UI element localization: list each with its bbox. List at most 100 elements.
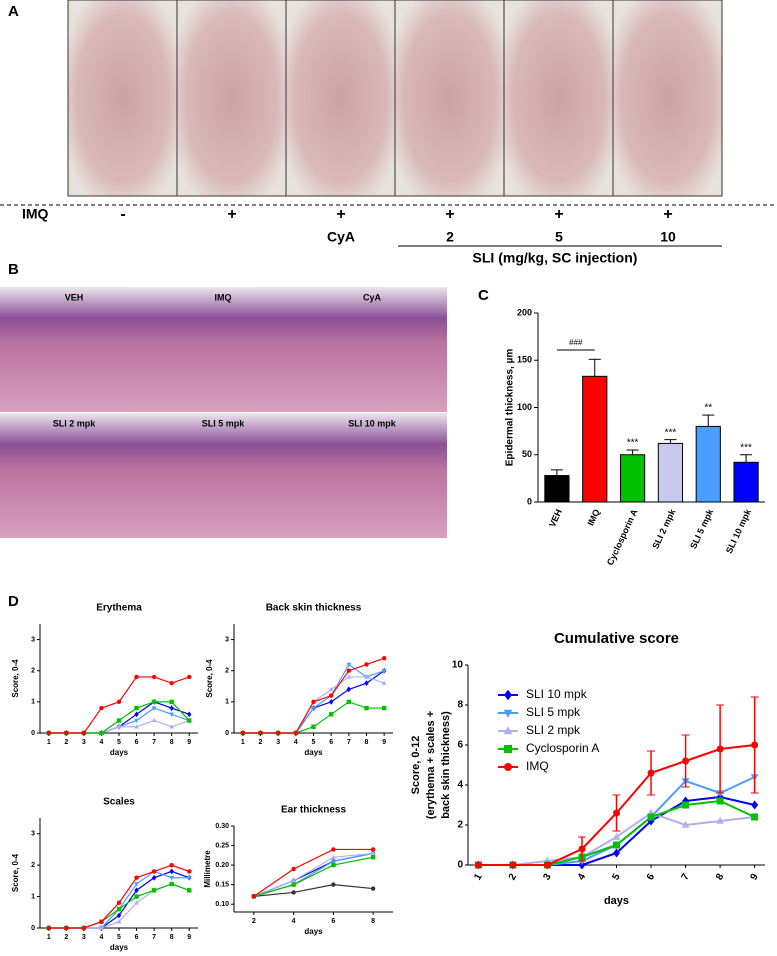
point — [682, 757, 690, 765]
photo — [285, 0, 396, 197]
point — [81, 730, 87, 736]
x-tick-label: 6 — [331, 918, 335, 925]
y-tick-label: 200 — [517, 307, 532, 317]
point — [240, 730, 246, 736]
row-label: IMQ — [22, 206, 49, 222]
point — [151, 699, 157, 705]
point — [187, 718, 192, 723]
point — [474, 861, 482, 869]
x-tick-label: 4 — [292, 918, 296, 925]
point — [370, 855, 376, 860]
point — [716, 745, 724, 753]
chart-title: Erythema — [96, 603, 142, 614]
point — [328, 693, 334, 698]
point — [134, 718, 139, 724]
point — [116, 724, 122, 729]
y-tick-label: 0.25 — [215, 842, 229, 849]
point — [169, 724, 175, 729]
histology-label: SLI 5 mpk — [202, 418, 246, 428]
point — [331, 847, 336, 852]
x-tick-label: Cyclosporin A — [605, 507, 640, 567]
x-tick-label: VEH — [547, 508, 564, 529]
point — [328, 698, 334, 705]
point — [328, 686, 334, 692]
point — [134, 894, 139, 899]
point — [134, 705, 139, 711]
point — [134, 900, 139, 905]
imq-sign: + — [336, 206, 345, 223]
point — [187, 888, 192, 893]
chart-title: Back skin thickness — [266, 603, 362, 614]
point — [682, 796, 690, 806]
point — [151, 706, 157, 711]
point — [64, 925, 69, 931]
point — [187, 711, 192, 718]
chart-title: Ear thickness — [281, 805, 346, 816]
x-tick-label: 3 — [276, 739, 280, 746]
histology-image — [0, 413, 149, 538]
imq-sign: + — [663, 206, 672, 223]
series-line — [242, 657, 385, 734]
x-axis-label: days — [604, 895, 629, 907]
x-axis-label: days — [304, 927, 323, 936]
point — [169, 881, 174, 887]
x-tick-label: SLI 2 mpk — [650, 507, 677, 551]
drug-label: 5 — [555, 229, 563, 245]
photo — [503, 0, 614, 197]
photo — [67, 0, 178, 197]
point — [99, 919, 104, 924]
y-tick-label: 2 — [31, 862, 35, 869]
y-tick-label: 0 — [457, 860, 463, 871]
point — [134, 887, 139, 894]
point — [134, 724, 139, 729]
x-tick-label: IMQ — [585, 508, 601, 528]
x-tick-label: 1 — [47, 934, 51, 941]
series-line — [253, 852, 374, 897]
y-tick-label: 4 — [457, 780, 463, 791]
point — [346, 674, 352, 679]
point — [99, 730, 104, 736]
legend-marker — [504, 763, 512, 771]
x-tick-label: 4 — [294, 739, 298, 746]
point — [151, 874, 157, 881]
x-tick-label: 3 — [82, 739, 86, 746]
x-axis-label: days — [304, 748, 323, 757]
histology-label: SLI 2 mpk — [53, 418, 97, 428]
x-tick-label: 4 — [99, 934, 103, 941]
point — [364, 680, 369, 687]
point — [346, 686, 352, 693]
point — [134, 875, 139, 880]
point — [169, 680, 174, 686]
point — [613, 848, 620, 858]
bar — [582, 375, 608, 503]
legend-label: SLI 2 mpk — [526, 723, 581, 737]
imq-sign: + — [227, 206, 236, 223]
y-tick-label: 6 — [457, 740, 463, 751]
x-tick-label: 4 — [99, 739, 103, 746]
point — [381, 680, 387, 685]
x-tick-label: 8 — [714, 872, 727, 883]
point — [251, 894, 257, 899]
x-tick-label: 9 — [187, 934, 191, 941]
x-tick-label: 2 — [259, 739, 263, 746]
series-line — [253, 884, 374, 897]
series-line — [48, 864, 190, 929]
histology-image — [298, 413, 447, 538]
x-tick-label: 8 — [365, 739, 369, 746]
point — [169, 868, 174, 875]
y-axis-label: Score, 0-4 — [205, 659, 214, 698]
x-tick-label: SLI 10 mpk — [724, 507, 754, 555]
y-tick-label: 0.30 — [215, 823, 229, 830]
point — [169, 705, 174, 711]
point — [116, 718, 122, 723]
y-tick-label: 1 — [31, 893, 35, 900]
point — [370, 850, 376, 856]
significance-label: *** — [740, 442, 752, 453]
point — [364, 674, 369, 679]
y-tick-label: 0 — [527, 496, 532, 506]
point — [275, 730, 281, 736]
x-tick-label: 3 — [541, 872, 554, 883]
chart-title: Cumulative score — [554, 630, 679, 647]
point — [134, 674, 139, 680]
point — [364, 705, 369, 711]
